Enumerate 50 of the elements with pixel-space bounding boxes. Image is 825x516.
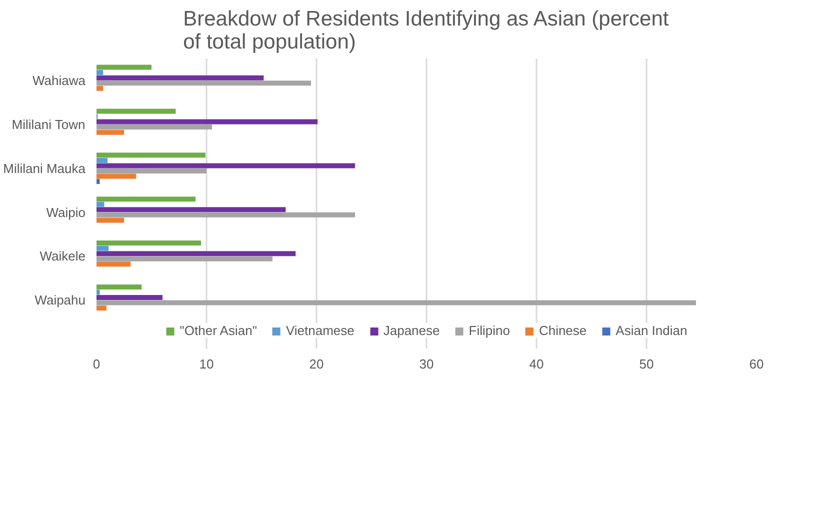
bar [96,290,100,295]
x-tick-label: 30 [419,356,434,372]
bar [96,256,272,262]
bar [96,152,206,158]
legend-label: Japanese [383,323,440,338]
bar [96,80,311,86]
bar [96,251,296,256]
bar [96,218,124,223]
bar [96,108,176,114]
bar [96,300,696,306]
bar [96,207,286,212]
x-tick-label: 0 [92,356,100,372]
legend-label: Filipino [468,323,510,338]
bar [96,119,318,124]
bar [96,262,131,267]
x-tick-label: 50 [639,356,654,372]
bar [96,202,104,207]
x-tick-label: 60 [749,356,764,372]
bar [96,130,124,135]
chart-title: Breakdow of Residents Identifying as Asian (percent of total population) [183,8,669,54]
x-tick-label: 40 [529,356,544,372]
bar [96,306,106,311]
bar [96,240,201,246]
bar [96,86,104,91]
bar [96,174,136,179]
bar [96,64,152,70]
y-tick-label: Waipio [46,204,86,220]
bar [96,124,212,130]
legend-label: Asian Indian [616,323,688,338]
bar [96,70,104,76]
x-tick-label: 10 [199,356,214,372]
bar [96,163,355,168]
bar [96,196,196,202]
y-tick-label: Waipahu [34,292,86,308]
bar [96,179,100,184]
y-tick-label: Waikele [40,248,86,264]
bar [96,246,109,251]
bar [96,168,206,174]
y-tick-label: Mililani Town [12,116,86,132]
bar [96,284,142,290]
legend-label: Chinese [538,323,587,338]
bar [96,212,355,218]
legend-label: Vietnamese [286,323,354,338]
y-tick-label: Mililani Mauka [3,160,86,176]
y-tick-label: Wahiawa [32,72,86,88]
bar [96,75,264,80]
legend-label: "Other Asian" [180,323,257,338]
bar [96,158,108,163]
x-tick-label: 20 [309,356,324,372]
bar [96,295,162,300]
